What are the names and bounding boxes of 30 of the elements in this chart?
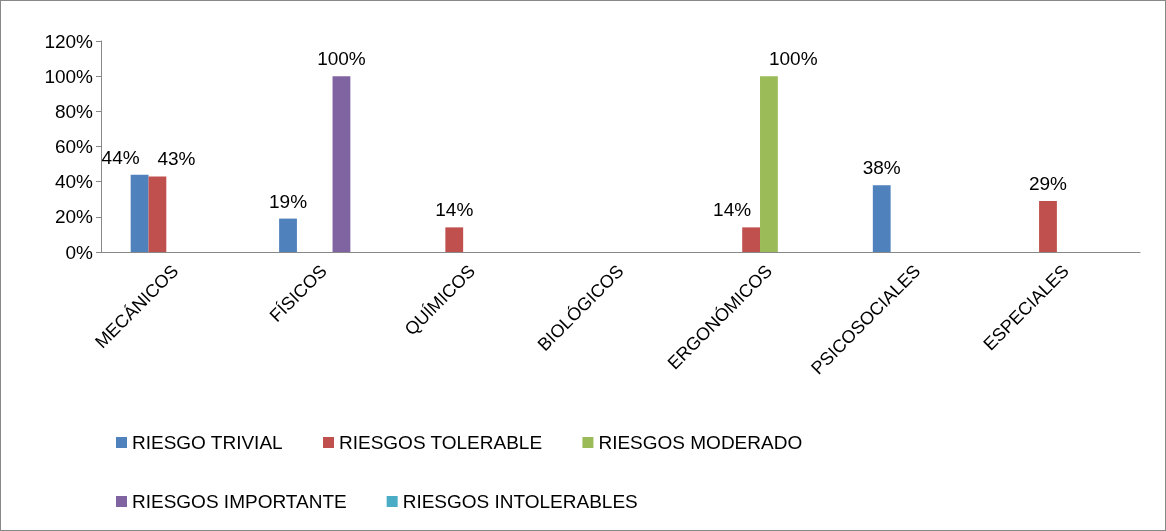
data-label: 43%	[157, 148, 196, 170]
bar	[130, 174, 149, 252]
bar	[332, 76, 351, 252]
bar	[760, 76, 778, 252]
legend-label: RIESGOS MODERADO	[598, 432, 803, 453]
bar	[872, 185, 891, 252]
bar	[279, 218, 297, 252]
data-label: 44%	[101, 146, 140, 168]
legend-label: RIESGO TRIVIAL	[132, 432, 283, 453]
data-label: 29%	[1028, 173, 1068, 195]
data-label: 14%	[435, 199, 474, 221]
y-tick-label: 20%	[54, 206, 94, 228]
bar	[742, 227, 761, 252]
bar	[1039, 201, 1057, 252]
y-tick-label: 100%	[44, 65, 94, 87]
y-tick-label: 120%	[44, 30, 94, 52]
data-label: 19%	[269, 190, 308, 212]
data-label: 100%	[317, 48, 366, 70]
y-tick-label: 0%	[65, 241, 94, 263]
legend-label: RIESGOS IMPORTANTE	[132, 491, 347, 512]
legend-label: RIESGOS INTOLERABLES	[402, 491, 638, 512]
data-label: 100%	[768, 48, 818, 70]
y-tick-label: 80%	[54, 100, 94, 122]
bar	[445, 227, 464, 252]
y-tick-label: 60%	[54, 136, 94, 157]
data-label: 38%	[862, 157, 901, 179]
bar	[148, 176, 167, 252]
data-label: 14%	[713, 199, 752, 221]
legend-label: RIESGOS TOLERABLE	[338, 432, 543, 453]
y-tick-label: 40%	[54, 171, 94, 193]
